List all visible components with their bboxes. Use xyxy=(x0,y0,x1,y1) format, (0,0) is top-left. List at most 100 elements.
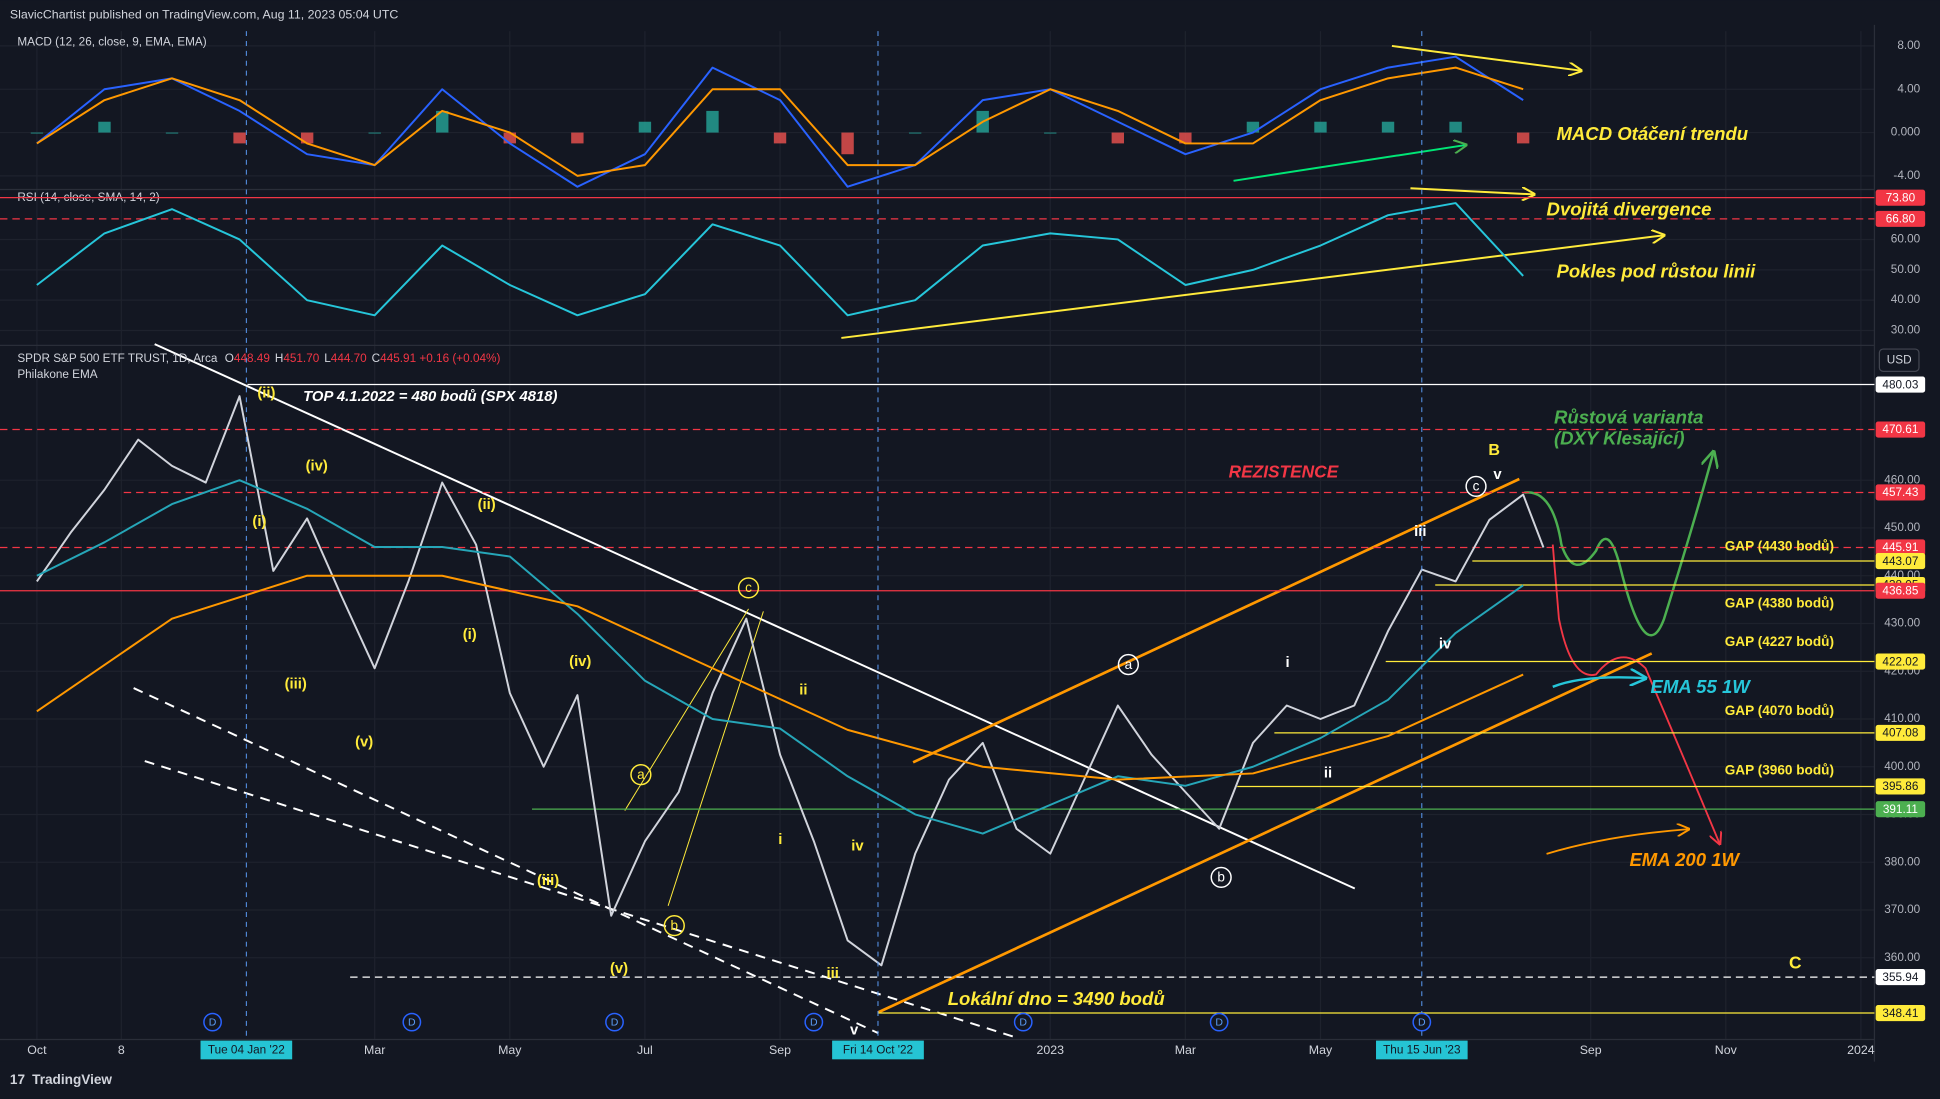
wave-label: (iv) xyxy=(306,459,328,475)
x-marker-label: Thu 15 Jun '23 xyxy=(1383,1044,1461,1057)
ema200-arrow xyxy=(1546,829,1689,855)
wave-label: GAP (4227 bodů) xyxy=(1725,634,1834,649)
level-label: 73.80 xyxy=(1886,191,1916,204)
histogram-bar xyxy=(1179,132,1192,144)
macd-trend-line xyxy=(1233,145,1467,182)
histogram-bar xyxy=(1314,121,1327,133)
macd-divergence-line xyxy=(1391,44,1581,71)
level-box xyxy=(1875,421,1926,438)
wave-label: c xyxy=(745,580,752,595)
dividend-label: D xyxy=(1019,1017,1027,1029)
bull-scenario xyxy=(1524,452,1713,637)
symbol-title: SPDR S&P 500 ETF TRUST, 1D, Arca xyxy=(17,352,218,365)
dividend-marker xyxy=(1412,1012,1432,1032)
grid xyxy=(0,31,1875,1040)
histogram-bar xyxy=(98,121,111,133)
level-box xyxy=(1875,1005,1926,1022)
wave-label: GAP (3960 bodů) xyxy=(1725,763,1834,778)
annotation: Pokles pod růstou linii xyxy=(1556,260,1756,281)
level-label: 66.80 xyxy=(1886,213,1916,226)
wave-label: i xyxy=(1285,655,1289,671)
channel-line xyxy=(877,652,1653,1014)
x-marker-label: Fri 14 Oct '22 xyxy=(843,1044,913,1057)
wave-label: iv xyxy=(1439,637,1452,653)
wave-label: GAP (4380 bodů) xyxy=(1725,596,1834,611)
wave-circle xyxy=(737,577,760,599)
dividend-label: D xyxy=(1215,1017,1223,1029)
level-box xyxy=(1875,189,1926,206)
histogram-bar xyxy=(1044,132,1057,134)
wave-line xyxy=(624,608,749,811)
y-tick-label: 450.00 xyxy=(1884,521,1920,534)
channel-line xyxy=(912,477,1520,764)
series-line xyxy=(36,66,1524,177)
dividend-label: D xyxy=(209,1017,217,1029)
dividend-marker xyxy=(1209,1012,1229,1032)
macd-title: MACD (12, 26, close, 9, EMA, EMA) xyxy=(17,35,206,48)
x-marker-box xyxy=(1376,1040,1468,1060)
level-box xyxy=(1875,210,1926,227)
level-box xyxy=(1875,724,1926,741)
ohlc-value: 451.70 xyxy=(283,352,319,365)
currency: USD xyxy=(1887,353,1912,366)
level-label: 395.86 xyxy=(1882,780,1918,793)
currency-box[interactable] xyxy=(1878,348,1920,372)
level-box xyxy=(1875,801,1926,818)
y-tick-label: 370.00 xyxy=(1884,903,1920,916)
wave-circle xyxy=(1210,866,1232,889)
histogram-bar xyxy=(1449,121,1462,133)
level-label: 436.85 xyxy=(1882,584,1918,597)
histogram-bar xyxy=(233,132,246,144)
footer xyxy=(0,1061,1940,1099)
level-label: 457.43 xyxy=(1882,486,1918,499)
y-tick-label: 400.00 xyxy=(1884,760,1920,773)
wave-label: C xyxy=(1789,953,1802,973)
level-label: 348.41 xyxy=(1882,1007,1918,1020)
wave-circle xyxy=(630,764,652,786)
dividend-marker xyxy=(1013,1012,1033,1032)
y-tick-label: 30.00 xyxy=(1891,324,1921,337)
y-tick-label: 360.00 xyxy=(1884,951,1920,964)
y-tick-label: 50.00 xyxy=(1891,263,1921,276)
y-tick-label: 410.00 xyxy=(1884,712,1920,725)
annotation: MACD Otáčení trendu xyxy=(1556,123,1748,144)
y-tick-label: 460.00 xyxy=(1884,473,1920,486)
y-tick-label: 8.00 xyxy=(1897,39,1920,52)
annotation: EMA 200 1W xyxy=(1629,849,1740,870)
histogram-bar xyxy=(503,132,516,144)
y-tick-label: -4.00 xyxy=(1893,169,1920,182)
x-tick-label: May xyxy=(498,1043,522,1057)
x-tick-label: 8 xyxy=(118,1043,125,1057)
wave-label: iv xyxy=(851,838,864,854)
level-box xyxy=(1875,376,1926,393)
x-tick-label: May xyxy=(1309,1043,1333,1057)
y-tick-label: 40.00 xyxy=(1891,293,1921,306)
ema55-arrow xyxy=(1552,677,1646,688)
wave-label: GAP (4430 bodů) xyxy=(1725,539,1834,554)
level-box xyxy=(1875,539,1926,556)
dividend-label: D xyxy=(408,1017,416,1029)
level-box xyxy=(1875,484,1926,501)
wave-label: (v) xyxy=(355,734,373,750)
level-label: 480.03 xyxy=(1882,378,1918,391)
dividend-marker xyxy=(804,1012,824,1032)
annotation: Lokální dno = 3490 bodů xyxy=(948,988,1165,1009)
dividend-label: D xyxy=(810,1017,818,1029)
annotation: (DXY Klesající) xyxy=(1554,427,1685,448)
wave-label: (i) xyxy=(463,627,477,643)
histogram-bar xyxy=(368,132,381,134)
histogram-bar xyxy=(638,121,652,133)
x-tick-label: Oct xyxy=(27,1043,47,1057)
wave-label: ii xyxy=(799,682,807,698)
symbol-legend: SPDR S&P 500 ETF TRUST, 1D, Arca O448.49 H… xyxy=(17,352,500,365)
y-tick-label: 430.00 xyxy=(1884,617,1920,630)
dividend-marker xyxy=(203,1012,222,1032)
histogram-bar xyxy=(841,132,854,155)
x-tick-label: Mar xyxy=(364,1043,385,1057)
trend-line xyxy=(144,760,1015,1038)
histogram-bar xyxy=(773,132,787,144)
ohlc-value: 445.91 +0.16 (+0.04%) xyxy=(380,352,500,365)
level-label: 470.61 xyxy=(1882,423,1918,436)
histogram-bar xyxy=(908,132,922,134)
